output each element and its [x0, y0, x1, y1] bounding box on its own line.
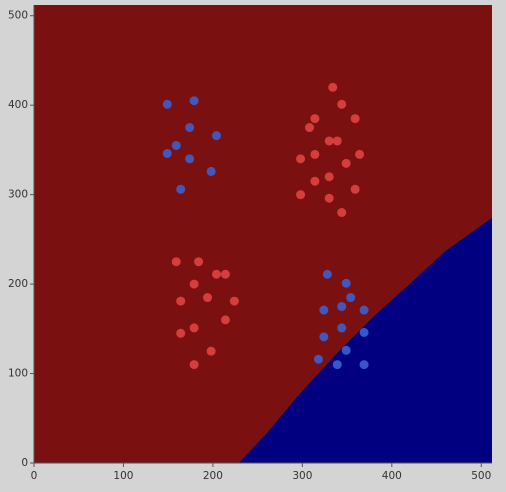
x-tick-label: 400 [382, 470, 402, 482]
point [296, 154, 306, 164]
point [206, 166, 216, 176]
point [203, 293, 213, 303]
point [171, 140, 181, 150]
point [319, 305, 329, 315]
point [220, 315, 230, 325]
point [359, 305, 369, 315]
point [359, 360, 369, 370]
y-tick-label: 100 [8, 368, 28, 380]
point [162, 148, 172, 158]
point [328, 82, 338, 92]
point [341, 158, 351, 168]
point [337, 99, 347, 109]
point [350, 114, 360, 124]
point [324, 136, 334, 146]
point [341, 278, 351, 288]
x-tick-label: 100 [113, 470, 133, 482]
point [350, 184, 360, 194]
point [211, 131, 221, 141]
point [324, 193, 334, 203]
point [176, 328, 186, 338]
point [332, 360, 342, 370]
point [322, 269, 332, 279]
point [211, 269, 221, 279]
x-tick-label: 200 [203, 470, 223, 482]
point [319, 332, 329, 342]
point [337, 323, 347, 333]
point [185, 154, 195, 164]
point [355, 149, 365, 159]
point [310, 176, 320, 186]
point [162, 99, 172, 109]
point [359, 327, 369, 337]
y-tick-label: 500 [8, 10, 28, 22]
point [189, 360, 199, 370]
point [171, 257, 181, 267]
point [229, 296, 239, 306]
x-tick-label: 0 [31, 470, 38, 482]
point [337, 208, 347, 218]
point [332, 136, 342, 146]
decision-region [238, 217, 492, 463]
point [310, 114, 320, 124]
y-tick-label: 400 [8, 99, 28, 111]
point [324, 172, 334, 182]
point [206, 346, 216, 356]
point [189, 279, 199, 289]
point [220, 269, 230, 279]
y-tick-label: 200 [8, 278, 28, 290]
point [189, 96, 199, 106]
point [194, 257, 204, 267]
point [185, 123, 195, 133]
point [313, 354, 323, 364]
point [310, 149, 320, 159]
point [176, 296, 186, 306]
point [296, 190, 306, 200]
point [346, 293, 356, 303]
y-tick-label: 300 [8, 189, 28, 201]
y-tick-label: 0 [21, 457, 28, 469]
point [305, 123, 315, 133]
x-tick-label: 500 [471, 470, 491, 482]
point [176, 184, 186, 194]
x-tick-label: 300 [292, 470, 312, 482]
point [189, 323, 199, 333]
point [337, 301, 347, 311]
point [341, 345, 351, 355]
